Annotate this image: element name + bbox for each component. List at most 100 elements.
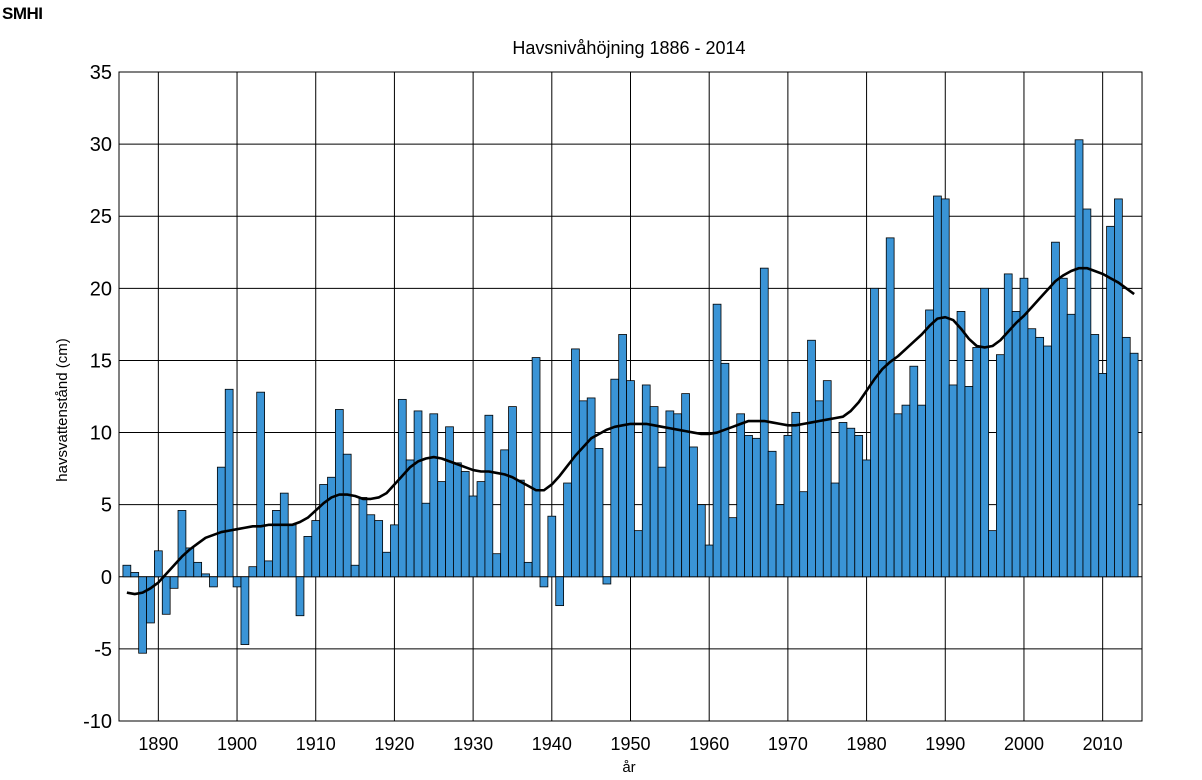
bar [1121, 336, 1131, 578]
bar [1114, 198, 1123, 578]
bar [1003, 273, 1013, 578]
bar [453, 462, 462, 578]
chart-title: Havsnivåhöjning 1886 - 2014 [512, 38, 745, 58]
bar [571, 348, 580, 578]
bar [1035, 336, 1045, 578]
trend-line-group [126, 266, 1135, 596]
bar [327, 476, 336, 578]
bar [154, 550, 163, 578]
x-axis-ticks: 1890 1900 1910 1920 1930 1940 1950 1960 1970 1980… [138, 734, 1122, 754]
bar [445, 426, 454, 578]
bar [752, 437, 761, 578]
bar [311, 520, 321, 578]
trend-line [126, 266, 1135, 596]
bar [830, 482, 840, 578]
bar [374, 520, 384, 578]
bar [468, 495, 478, 578]
y-tick-label: 35 [90, 62, 112, 84]
bar [1082, 208, 1092, 578]
bar [547, 515, 557, 578]
bar [657, 466, 667, 578]
bar [1019, 277, 1029, 578]
bar [390, 524, 399, 578]
y-tick-label: 5 [101, 495, 112, 517]
bar [232, 576, 242, 588]
bar [610, 378, 620, 578]
bar [350, 564, 360, 578]
x-tick-label: 1940 [532, 734, 572, 754]
bar [122, 564, 132, 578]
bar [161, 576, 171, 615]
bar [665, 410, 675, 578]
bar [1011, 311, 1021, 578]
x-tick-label: 1890 [138, 734, 178, 754]
bar [476, 481, 486, 578]
bar [681, 393, 690, 578]
bar [484, 414, 494, 578]
x-tick-label: 1950 [610, 734, 650, 754]
x-tick-label: 1970 [768, 734, 808, 754]
bar [870, 287, 879, 578]
x-tick-label: 1920 [374, 734, 414, 754]
bar [689, 446, 698, 578]
bar [909, 365, 919, 578]
bar [996, 354, 1005, 578]
bar [492, 553, 502, 578]
bar [287, 524, 297, 578]
bar [1090, 334, 1100, 578]
bar [523, 561, 533, 578]
bar [901, 404, 911, 578]
y-tick-label: 30 [90, 134, 112, 156]
x-tick-label: 1900 [217, 734, 257, 754]
bar [1074, 139, 1084, 578]
bar [405, 459, 415, 578]
bar [224, 388, 234, 578]
bar [146, 576, 155, 624]
bar [626, 380, 635, 578]
bar [972, 347, 982, 578]
bar [397, 398, 407, 578]
bar [539, 576, 549, 588]
y-tick-label: 10 [90, 423, 112, 445]
bar [641, 384, 651, 578]
bar [1051, 241, 1060, 578]
x-tick-label: 2010 [1083, 734, 1123, 754]
plot-frame [118, 71, 1143, 722]
bar [893, 413, 903, 578]
bar [516, 479, 525, 578]
y-tick-label: -5 [94, 639, 112, 661]
bar [342, 453, 352, 578]
x-tick-label: 2000 [1004, 734, 1044, 754]
bar [712, 303, 722, 578]
bar [618, 334, 627, 578]
bar [1129, 352, 1139, 578]
bar [822, 380, 832, 578]
bar [382, 551, 391, 578]
bar [201, 573, 210, 578]
bar [594, 448, 604, 578]
bar [767, 450, 777, 578]
bar [838, 422, 848, 578]
bar [917, 404, 926, 578]
bar [854, 435, 864, 578]
y-tick-label: 0 [101, 567, 112, 589]
bar [303, 536, 313, 578]
bar [602, 576, 612, 585]
bar [209, 576, 218, 588]
bar [177, 510, 187, 578]
y-axis-ticks: -10 -5 0 5 10 15 20 25 30 35 [83, 62, 112, 733]
bar [964, 385, 974, 578]
bar [815, 400, 824, 578]
bar [460, 471, 470, 578]
bar [1058, 277, 1068, 578]
bar [531, 357, 541, 578]
bar [279, 492, 289, 578]
bar [1098, 373, 1107, 578]
y-tick-label: -10 [83, 711, 112, 733]
bar [563, 482, 572, 578]
bar [578, 400, 588, 578]
bar [216, 466, 226, 578]
bar [138, 576, 147, 654]
bar [334, 409, 344, 578]
bar [429, 413, 439, 578]
